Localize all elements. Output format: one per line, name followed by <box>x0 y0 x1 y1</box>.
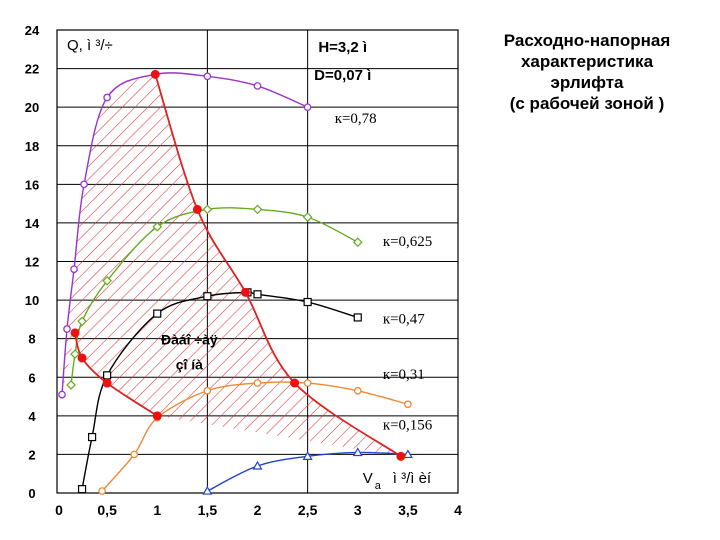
data-point <box>353 386 362 395</box>
data-point <box>302 451 313 460</box>
data-point <box>402 449 413 459</box>
data-point <box>253 379 262 387</box>
x-tick-label: 2 <box>254 502 262 518</box>
boundary-point <box>240 287 250 297</box>
boundary-point <box>396 451 406 461</box>
work-zone-label-1: Ðàáî ÷àÿ <box>161 331 218 347</box>
chart-title-line-2: характеристика <box>520 52 654 71</box>
data-point <box>253 82 262 90</box>
data-point <box>202 485 213 495</box>
x-tick-label: 2,5 <box>298 502 318 518</box>
boundary-point <box>192 204 202 214</box>
data-point <box>303 379 312 387</box>
param-d-label: D=0,07 ì <box>314 67 371 84</box>
y-tick-label: 8 <box>28 332 35 347</box>
data-point <box>352 237 363 248</box>
data-point <box>87 432 97 442</box>
x-axis-label-subscript: a <box>375 480 382 492</box>
work-zone-left-boundary <box>74 332 158 417</box>
x-axis-label-unit: ì ³/ì èí <box>393 470 432 487</box>
chart-title-line-4: (с рабочей зоной ) <box>509 94 665 113</box>
data-point <box>102 275 112 286</box>
x-tick-label: 1,5 <box>198 502 218 518</box>
chart-title-line-1: Расходно-напорная <box>503 31 671 50</box>
data-point <box>303 103 312 112</box>
series-label-2: к=0,625 <box>383 234 433 250</box>
data-point <box>63 325 71 333</box>
data-point <box>203 72 212 81</box>
data-point <box>352 447 363 457</box>
x-tick-label: 3,5 <box>398 502 418 518</box>
data-point <box>252 204 263 215</box>
work-zone-label-2: çî íà <box>176 357 203 373</box>
x-axis-label: V <box>363 470 373 487</box>
plot-frame <box>56 29 459 494</box>
boundary-point <box>290 378 300 388</box>
param-h-label: H=3,2 ì <box>318 39 367 56</box>
y-tick-label: 0 <box>28 486 35 501</box>
x-tick-label: 3 <box>354 502 362 518</box>
data-point <box>202 204 213 215</box>
data-point <box>252 460 263 470</box>
data-point <box>77 316 87 327</box>
series-line-1 <box>61 72 308 395</box>
boundary-point <box>70 328 80 338</box>
y-tick-label: 14 <box>25 216 40 231</box>
data-point <box>130 450 139 459</box>
y-tick-label: 4 <box>28 409 36 424</box>
data-point <box>98 487 106 495</box>
data-point <box>103 93 111 102</box>
data-point <box>404 400 412 409</box>
data-point <box>103 371 112 380</box>
data-point <box>58 390 66 399</box>
boundary-point <box>152 411 162 421</box>
data-point <box>70 349 80 359</box>
y-tick-label: 12 <box>25 255 39 270</box>
x-tick-label: 0 <box>55 502 63 518</box>
y-tick-label: 2 <box>28 447 35 462</box>
y-tick-label: 20 <box>25 100 39 115</box>
data-point <box>203 386 212 395</box>
data-point <box>253 290 262 299</box>
chart-title-line-3: эрлифта <box>550 73 624 92</box>
y-tick-label: 18 <box>25 139 39 154</box>
series-label-1: к=0,78 <box>335 111 377 127</box>
y-axis-label: Q, ì ³/÷ <box>67 37 113 54</box>
y-tick-label: 24 <box>25 23 40 38</box>
data-point <box>303 297 312 307</box>
data-point <box>152 221 163 232</box>
data-point <box>80 180 88 189</box>
data-point <box>77 485 87 494</box>
series-label-4: к=0,31 <box>383 367 425 383</box>
data-point <box>66 380 76 390</box>
series-label-3: к=0,47 <box>383 311 425 327</box>
y-tick-label: 16 <box>25 177 39 192</box>
x-tick-label: 0,5 <box>97 502 117 518</box>
data-point <box>70 265 78 274</box>
boundary-point <box>150 69 160 79</box>
x-tick-label: 4 <box>454 502 462 518</box>
series-label-5: к=0,156 <box>383 417 433 433</box>
data-point <box>353 313 362 322</box>
work-zone-area <box>62 74 401 457</box>
y-tick-label: 22 <box>25 62 39 77</box>
y-tick-label: 10 <box>25 293 39 308</box>
boundary-point <box>102 378 112 388</box>
boundary-point <box>77 353 87 363</box>
y-tick-label: 6 <box>28 370 35 385</box>
chart-title: Расходно-напорная характеристика эрлифта… <box>462 30 712 114</box>
data-point <box>153 309 162 318</box>
x-tick-label: 1 <box>153 502 161 518</box>
data-point <box>203 292 212 301</box>
data-point <box>302 212 313 222</box>
